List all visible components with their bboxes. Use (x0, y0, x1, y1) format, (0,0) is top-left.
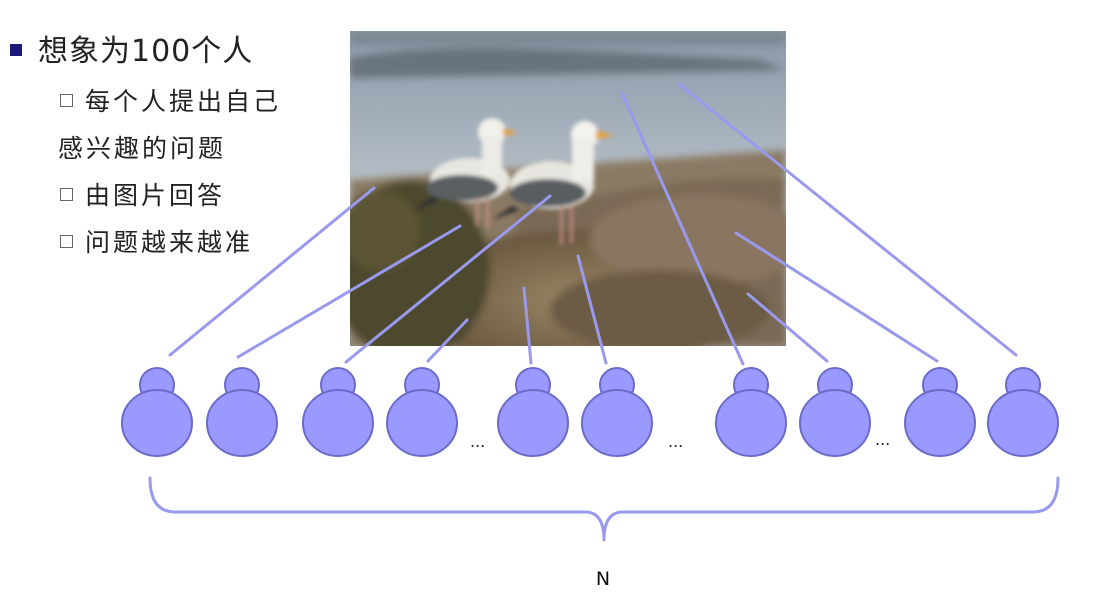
connector-line (620, 91, 745, 366)
person-icon (497, 367, 569, 457)
sub-bullet-2: 由图片回答 (60, 176, 225, 212)
person-icon (715, 367, 787, 457)
sub-bullet-3-text: 问题越来越准 (85, 228, 254, 257)
ellipsis-1: ... (470, 432, 485, 451)
main-bullet: 想象为100个人 (10, 26, 253, 70)
connector-line (734, 231, 939, 363)
sub-bullet-1-text-line2: 感兴趣的问题 (58, 134, 227, 163)
brace-label: N (596, 568, 610, 590)
person-icon (302, 367, 374, 457)
person-icon (206, 367, 278, 457)
connector-line (426, 318, 469, 363)
sub-bullet-1-continuation: 感兴趣的问题 (58, 129, 226, 165)
person-icon (581, 367, 653, 457)
connector-line (522, 286, 533, 365)
ellipsis-3: ... (875, 430, 890, 449)
sub-bullet-3: 问题越来越准 (60, 223, 253, 259)
person-icon (904, 367, 976, 457)
person-icon (386, 367, 458, 457)
sub-bullet-1: 每个人提出自己 (60, 82, 281, 118)
ellipsis-2: ... (668, 432, 683, 451)
sub-bullet-2-text: 由图片回答 (85, 181, 226, 210)
connector-line (344, 194, 552, 364)
hollow-square-bullet-icon (60, 93, 73, 107)
hollow-square-bullet-icon (60, 187, 73, 201)
seagull-photo (350, 31, 786, 346)
person-icon (987, 367, 1059, 457)
sub-bullet-1-text-line1: 每个人提出自己 (85, 87, 282, 116)
person-icon (121, 367, 193, 457)
connection-lines (168, 82, 1018, 366)
connector-line (236, 224, 462, 359)
people-row (121, 367, 1059, 457)
connector-line (677, 82, 1018, 357)
connector-line (168, 186, 376, 357)
main-bullet-text: 想象为100个人 (38, 34, 254, 69)
square-bullet-icon (10, 43, 22, 56)
connector-line (576, 254, 608, 365)
connector-line (746, 292, 829, 363)
hollow-square-bullet-icon (60, 234, 73, 248)
curly-brace (148, 476, 1060, 542)
person-icon (799, 367, 871, 457)
ellipsis-group: ... ... ... (470, 430, 890, 451)
